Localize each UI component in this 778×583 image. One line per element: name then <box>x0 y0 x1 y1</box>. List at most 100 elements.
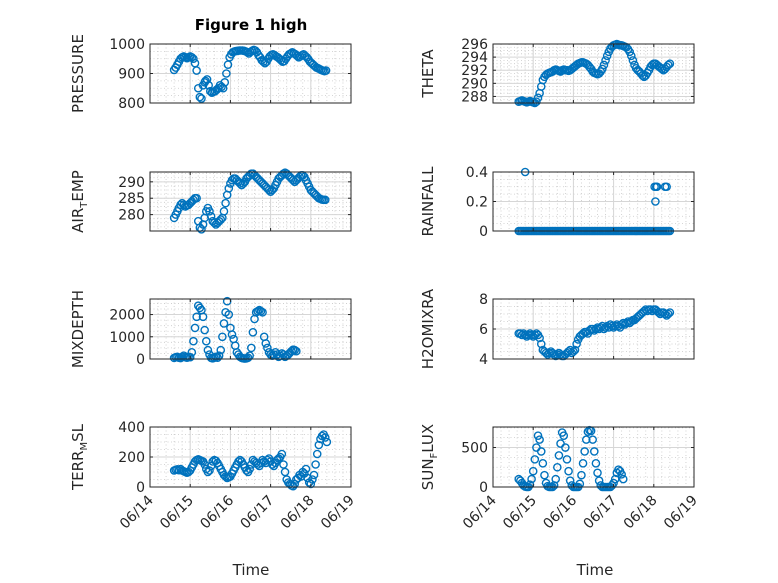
y-axis-label: PRESSURE <box>69 34 87 113</box>
data-point <box>308 475 317 484</box>
data-point <box>277 449 287 459</box>
y-axis-label-main: TERR <box>69 451 87 492</box>
data-point <box>536 447 546 456</box>
data-point <box>602 51 612 61</box>
x-tick-label: 06/15 <box>157 493 197 533</box>
y-axis-label-tail: EMP <box>69 170 87 201</box>
data-point <box>189 54 198 64</box>
data-point <box>540 470 549 480</box>
data-point <box>192 66 201 75</box>
panel-rainfall: 0 0.2 0.4 RAINFALL <box>419 165 695 240</box>
data-point <box>593 468 602 478</box>
data-point <box>192 193 201 203</box>
data-point <box>290 345 300 355</box>
x-tick-label: 06/14 <box>460 492 500 532</box>
data-point <box>322 437 332 447</box>
y-tick-label: 285 <box>118 191 145 207</box>
data-point <box>190 323 200 333</box>
data-point <box>224 184 234 193</box>
data-point <box>638 71 647 80</box>
y-tick-label: 500 <box>461 441 488 457</box>
data-point <box>553 462 562 472</box>
data-series-sun_flux <box>514 425 628 492</box>
data-point <box>235 179 245 188</box>
x-tick-label: 06/18 <box>621 493 661 533</box>
panel-sun_flux: 0 500 SUNFLUX 06/14 06/15 06/16 06/17 06/18 06/1… <box>419 424 701 533</box>
data-point <box>195 303 205 313</box>
data-point <box>626 51 636 61</box>
data-point <box>533 93 543 103</box>
data-point <box>551 474 561 484</box>
x-tick-label: 06/19 <box>661 493 701 533</box>
data-point <box>224 310 234 319</box>
y-axis-label-main: H2OMIXRA <box>419 288 437 369</box>
data-point <box>197 94 206 103</box>
data-point <box>663 60 673 70</box>
y-axis-label-main: AIR <box>69 208 87 233</box>
x-tick-label: 06/17 <box>581 493 621 533</box>
data-point <box>204 81 213 90</box>
data-point <box>210 218 219 228</box>
data-series-air_temp <box>169 168 330 234</box>
y-tick-label: 294 <box>461 50 488 66</box>
data-point <box>195 92 205 102</box>
y-axis-label-main: THETA <box>419 49 437 99</box>
data-series-pressure <box>169 45 331 103</box>
panel-mixdepth: 0 1000 2000 MIXDEPTH <box>69 290 352 368</box>
data-point <box>554 451 564 460</box>
data-series-h2omixra <box>514 305 675 361</box>
y-tick-label: 200 <box>118 450 145 466</box>
y-axis-label-subscript: F <box>429 452 440 458</box>
data-point <box>309 470 319 480</box>
data-point <box>219 319 229 328</box>
data-point <box>189 336 198 346</box>
data-point <box>245 464 254 474</box>
y-tick-label: 1000 <box>109 330 145 346</box>
x-axis-label-right: Time <box>576 561 614 579</box>
y-axis-label-main: PRESSURE <box>69 34 87 113</box>
y-axis-label-main: SUN <box>419 458 437 490</box>
panel-terr_msl: 0 200 400 TERRMSL 06/14 06/15 06/16 06/17 06/18 0… <box>69 420 358 532</box>
y-tick-label: 0 <box>479 480 488 496</box>
data-point <box>312 449 322 459</box>
data-point <box>320 195 330 205</box>
data-point <box>628 56 638 65</box>
y-axis-label: H2OMIXRA <box>419 288 437 369</box>
data-point <box>292 346 301 356</box>
y-tick-label: 800 <box>118 96 145 112</box>
y-axis-label: AIRTEMP <box>69 170 90 233</box>
data-point <box>520 330 530 340</box>
data-point <box>243 353 253 362</box>
data-point <box>197 225 206 234</box>
data-point <box>570 345 580 355</box>
y-axis-label-subscript: T <box>79 201 90 209</box>
x-tick-label: 06/14 <box>117 492 157 532</box>
data-point <box>588 435 597 444</box>
data-point <box>314 440 324 450</box>
data-point <box>205 466 214 475</box>
y-tick-label: 900 <box>118 67 145 83</box>
data-point <box>527 474 536 484</box>
data-point <box>311 460 320 469</box>
x-axis-label-left: Time <box>232 561 270 579</box>
data-point <box>588 324 597 334</box>
data-point <box>288 481 298 491</box>
data-point <box>533 431 543 440</box>
data-point <box>581 435 591 444</box>
y-tick-label: 292 <box>461 63 488 79</box>
data-point <box>652 182 662 192</box>
data-point <box>665 308 675 317</box>
data-series-terr_msl <box>169 430 332 491</box>
data-point <box>662 182 671 192</box>
data-point <box>198 312 208 322</box>
data-point <box>227 330 237 339</box>
figure-title: Figure 1 high <box>195 16 308 34</box>
data-point <box>617 470 626 479</box>
y-tick-label: 0.4 <box>466 165 488 181</box>
data-point <box>580 447 589 456</box>
data-series-theta <box>514 39 675 108</box>
data-point <box>301 464 311 474</box>
data-point <box>253 306 263 316</box>
y-tick-label: 0.2 <box>466 195 488 211</box>
